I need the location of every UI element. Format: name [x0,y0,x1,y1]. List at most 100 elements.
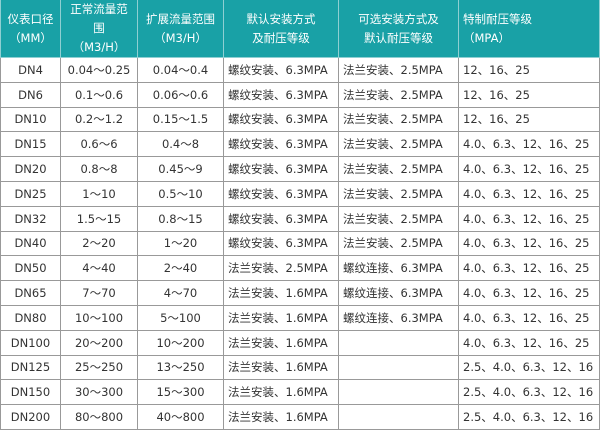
cell-default-installation: 法兰安装、1.6MPA [223,404,339,430]
cell-diameter: DN25 [0,180,61,207]
cell-optional-installation: 法兰安装、2.5MPA [338,180,459,207]
cell-normal-flow-range: 1～10 [60,180,138,207]
cell-extended-flow-range: 2～40 [137,255,224,282]
header-normal-flow-range-line1: 正常流量范围 [70,2,128,35]
header-special-pressure-rating-line2: （MPA） [463,30,510,45]
cell-default-installation: 螺纹安装、6.3MPA [223,180,339,207]
cell-special-pressure-rating: 2.5、4.0、6.3、12、16 [458,404,600,430]
header-normal-flow-range: 正常流量范围 （M3/H） [60,0,138,58]
cell-optional-installation: 螺纹连接、6.3MPA [338,255,459,282]
cell-default-installation: 法兰安装、1.6MPA [223,329,339,356]
cell-extended-flow-range: 5～100 [137,304,224,331]
header-normal-flow-range-line2: （M3/H） [72,40,126,54]
table-row: DN20 0.8～8 0.45～9 螺纹安装、6.3MPA 法兰安装、2.5MPA 4.0… [0,156,600,182]
table-row: DN200 80～800 40～800 法兰安装、1.6MPA 2.5、4.0、6.3、… [0,404,600,430]
table-row: DN15 0.6～6 0.4～8 螺纹安装、6.3MPA 法兰安装、2.5MPA 4.0、… [0,131,600,158]
table-row: DN40 2～20 1～20 螺纹安装、6.3MPA 法兰安装、2.5MPA 4.0、6.… [0,230,600,257]
cell-default-installation: 法兰安装、1.6MPA [223,304,339,331]
cell-optional-installation: 法兰安装、2.5MPA [338,81,459,108]
table-row: DN25 1～10 0.5～10 螺纹安装、6.3MPA 法兰安装、2.5MPA 4.0、… [0,180,600,207]
cell-optional-installation: 法兰安装、2.5MPA [338,205,459,232]
cell-diameter: DN10 [0,106,61,133]
cell-special-pressure-rating: 4.0、6.3、12、16、25 [458,230,600,257]
cell-special-pressure-rating: 2.5、4.0、6.3、12、16 [458,379,600,406]
cell-normal-flow-range: 80～800 [60,404,138,430]
cell-special-pressure-rating: 4.0、6.3、12、16、25 [458,180,600,207]
cell-normal-flow-range: 25～250 [60,354,138,381]
cell-diameter: DN125 [0,354,61,381]
header-special-pressure-rating-line1: 特制耐压等级 [463,11,532,26]
cell-extended-flow-range: 0.4～8 [137,131,224,158]
cell-optional-installation [338,329,459,356]
cell-normal-flow-range: 30～300 [60,379,138,406]
cell-normal-flow-range: 10～100 [60,304,138,331]
table-row: DN80 10～100 5～100 法兰安装、1.6MPA 螺纹连接、6.3MPA 4.0… [0,304,600,331]
cell-optional-installation [338,404,459,430]
cell-diameter: DN100 [0,329,61,356]
table-row: DN150 30～300 15～300 法兰安装、1.6MPA 2.5、4.0、6.3、… [0,379,600,406]
cell-optional-installation: 法兰安装、2.5MPA [338,57,459,83]
cell-default-installation: 螺纹安装、6.3MPA [223,205,339,232]
table-row: DN50 4～40 2～40 法兰安装、2.5MPA 螺纹连接、6.3MPA 4.0、6.… [0,255,600,282]
cell-diameter: DN80 [0,304,61,331]
cell-diameter: DN15 [0,131,61,158]
cell-default-installation: 螺纹安装、6.3MPA [223,156,339,182]
table-row: DN32 1.5～15 0.8～15 螺纹安装、6.3MPA 法兰安装、2.5MPA 4.… [0,205,600,232]
cell-default-installation: 法兰安装、2.5MPA [223,255,339,282]
cell-extended-flow-range: 4～70 [137,280,224,306]
cell-diameter: DN40 [0,230,61,257]
cell-diameter: DN200 [0,404,61,430]
cell-default-installation: 螺纹安装、6.3MPA [223,131,339,158]
header-optional-installation-line2: 默认耐压等级 [364,30,433,45]
header-diameter-line2: （MM） [9,30,52,45]
cell-special-pressure-rating: 4.0、6.3、12、16、25 [458,205,600,232]
cell-diameter: DN4 [0,57,61,83]
table-row: DN10 0.2～1.2 0.15～1.5 螺纹安装、6.3MPA 法兰安装、2.5MP… [0,106,600,133]
cell-normal-flow-range: 1.5～15 [60,205,138,232]
cell-extended-flow-range: 0.45～9 [137,156,224,182]
cell-extended-flow-range: 0.5～10 [137,180,224,207]
cell-diameter: DN32 [0,205,61,232]
table-body: DN4 0.04～0.25 0.04～0.4 螺纹安装、6.3MPA 法兰安装、2.5M… [0,57,600,430]
cell-normal-flow-range: 0.1～0.6 [60,81,138,108]
cell-optional-installation: 螺纹连接、6.3MPA [338,280,459,306]
header-extended-flow-range-line2: （M3/H） [154,30,207,45]
cell-extended-flow-range: 0.04～0.4 [137,57,224,83]
cell-optional-installation: 法兰安装、2.5MPA [338,106,459,133]
cell-diameter: DN6 [0,81,61,108]
cell-extended-flow-range: 15～300 [137,379,224,406]
cell-optional-installation: 螺纹连接、6.3MPA [338,304,459,331]
cell-normal-flow-range: 0.8～8 [60,156,138,182]
cell-default-installation: 螺纹安装、6.3MPA [223,230,339,257]
cell-normal-flow-range: 2～20 [60,230,138,257]
cell-normal-flow-range: 0.6～6 [60,131,138,158]
cell-normal-flow-range: 20～200 [60,329,138,356]
cell-extended-flow-range: 40～800 [137,404,224,430]
cell-default-installation: 螺纹安装、6.3MPA [223,81,339,108]
table-row: DN4 0.04～0.25 0.04～0.4 螺纹安装、6.3MPA 法兰安装、2.5M… [0,57,600,83]
header-extended-flow-range-line1: 扩展流量范围 [146,11,215,26]
cell-special-pressure-rating: 12、16、25 [458,57,600,83]
cell-normal-flow-range: 0.04～0.25 [60,57,138,83]
header-special-pressure-rating: 特制耐压等级 （MPA） [458,0,600,58]
table-row: DN65 7～70 4～70 法兰安装、1.6MPA 螺纹连接、6.3MPA 4.0、6.… [0,280,600,306]
cell-diameter: DN50 [0,255,61,282]
cell-special-pressure-rating: 12、16、25 [458,81,600,108]
cell-optional-installation: 法兰安装、2.5MPA [338,156,459,182]
header-optional-installation: 可选安装方式及 默认耐压等级 [338,0,459,58]
cell-optional-installation [338,354,459,381]
header-optional-installation-line1: 可选安装方式及 [358,11,439,26]
header-default-installation-line1: 默认安装方式 [246,11,316,26]
cell-diameter: DN150 [0,379,61,406]
cell-normal-flow-range: 7～70 [60,280,138,306]
table-row: DN6 0.1～0.6 0.06～0.6 螺纹安装、6.3MPA 法兰安装、2.5MPA… [0,81,600,108]
cell-special-pressure-rating: 4.0、6.3、12、16、25 [458,255,600,282]
cell-extended-flow-range: 1～20 [137,230,224,257]
header-default-installation-line2: 及耐压等级 [252,30,310,45]
cell-default-installation: 法兰安装、1.6MPA [223,379,339,406]
cell-optional-installation: 法兰安装、2.5MPA [338,131,459,158]
cell-optional-installation [338,379,459,406]
cell-diameter: DN65 [0,280,61,306]
cell-default-installation: 法兰安装、1.6MPA [223,280,339,306]
